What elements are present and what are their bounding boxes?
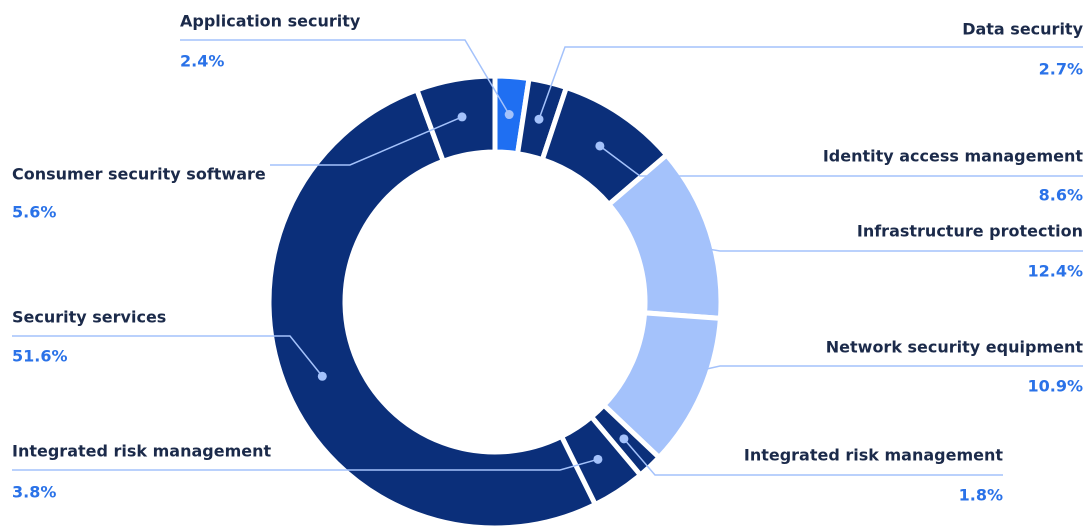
leader-dot	[593, 454, 603, 464]
label-name: Identity access management	[823, 147, 1084, 166]
label-name: Consumer security software	[12, 165, 266, 184]
donut-segment	[266, 86, 599, 528]
label-value: 10.9%	[1027, 377, 1083, 396]
leader-dot	[504, 110, 514, 120]
label-value: 12.4%	[1027, 262, 1083, 281]
label-value: 8.6%	[1039, 186, 1083, 205]
label-name: Network security equipment	[826, 338, 1084, 357]
leader-line	[270, 116, 463, 166]
label-name: Integrated risk management	[12, 442, 271, 461]
label-value: 51.6%	[12, 347, 68, 366]
label-name: Integrated risk management	[744, 446, 1003, 465]
leader-line	[180, 39, 510, 115]
label-value: 2.4%	[180, 52, 224, 71]
leader-line	[12, 335, 323, 377]
label-name: Application security	[180, 12, 361, 31]
leader-line	[538, 46, 1083, 120]
leader-dot	[317, 371, 327, 381]
leader-line	[599, 145, 1083, 177]
leader-dot	[595, 141, 605, 151]
leader-line	[623, 438, 1003, 476]
label-name: Security services	[12, 308, 166, 327]
leader-line	[666, 365, 1083, 379]
label-name: Data security	[962, 20, 1083, 39]
leader-dot	[669, 238, 679, 248]
label-value: 5.6%	[12, 203, 56, 222]
label-name: Infrastructure protection	[857, 222, 1083, 241]
label-value: 3.8%	[12, 483, 56, 502]
leader-dot	[619, 434, 629, 444]
label-value: 2.7%	[1039, 60, 1083, 79]
donut-segment	[413, 73, 498, 165]
leader-line	[12, 458, 599, 471]
leader-dot	[662, 373, 672, 383]
label-value: 1.8%	[959, 486, 1003, 505]
leader-dot	[534, 114, 544, 124]
leader-line	[673, 242, 1083, 252]
leader-dot	[457, 112, 467, 122]
